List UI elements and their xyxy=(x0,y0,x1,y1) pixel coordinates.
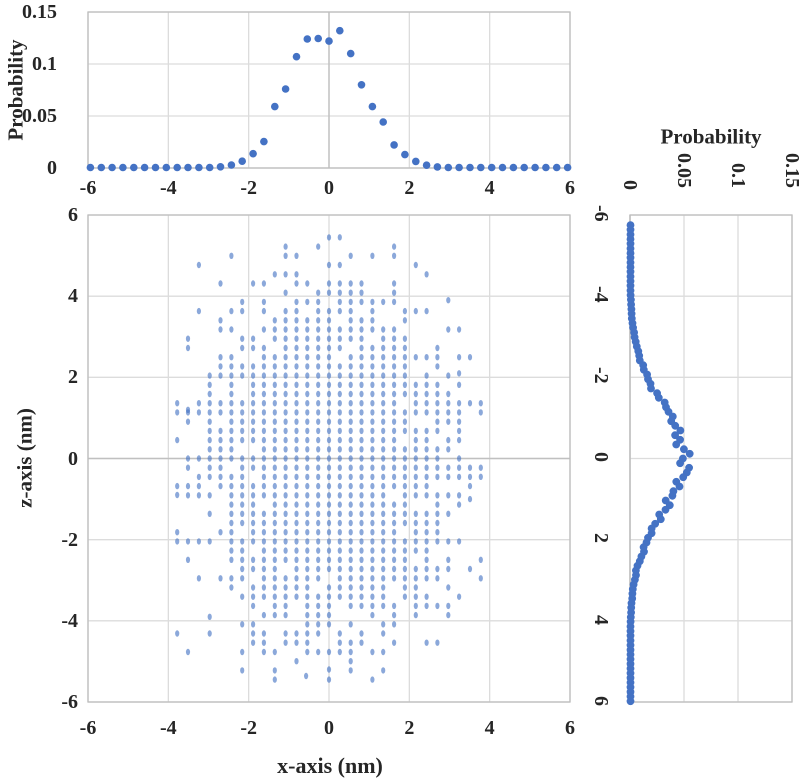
right-histogram-points xyxy=(626,221,694,706)
top-histogram-points xyxy=(86,26,572,172)
top-xtick-0: 0 xyxy=(324,177,334,199)
top-histogram-panel xyxy=(86,11,572,172)
main-xtick--6: -6 xyxy=(79,717,97,739)
main-scatter-panel xyxy=(87,214,571,703)
main-y-axis-title: z-axis (nm) xyxy=(12,408,37,508)
main-xtick-4: 4 xyxy=(484,717,495,739)
top-xtick--2: -2 xyxy=(240,177,257,199)
right-ptick-0: 0 xyxy=(619,179,641,190)
main-ytick-6: 6 xyxy=(68,204,78,226)
main-ytick-0: 0 xyxy=(68,447,78,470)
top-xtick--4: -4 xyxy=(159,177,177,199)
right-histogram-panel xyxy=(626,214,793,706)
top-ytick-0.15: 0.15 xyxy=(22,1,57,23)
top-ytick-0: 0 xyxy=(47,157,57,179)
right-ztick-6: 6 xyxy=(590,695,612,706)
right-ptick-0.1: 0.1 xyxy=(727,163,749,188)
top-xtick-6: 6 xyxy=(565,177,575,199)
main-ytick-2: 2 xyxy=(68,366,78,389)
main-xtick-6: 6 xyxy=(565,717,575,739)
main-x-axis-title: x-axis (nm) xyxy=(277,753,383,778)
main-xtick--4: -4 xyxy=(159,717,177,739)
right-ptick-0.05: 0.05 xyxy=(673,152,695,188)
right-ztick-2: 2 xyxy=(590,533,612,544)
main-ytick--6: -6 xyxy=(61,691,78,713)
xz-scatter-points xyxy=(175,234,483,683)
right-ptick-0.15: 0.15 xyxy=(781,152,800,188)
main-xtick-2: 2 xyxy=(404,717,415,739)
right-probability-title: Probability xyxy=(660,124,762,149)
main-xtick-0: 0 xyxy=(324,717,334,739)
main-ytick--4: -4 xyxy=(61,609,78,632)
right-ztick--6: -6 xyxy=(590,204,612,222)
right-ztick--4: -4 xyxy=(590,285,612,303)
top-ytick-0.05: 0.05 xyxy=(22,105,57,127)
main-xtick--2: -2 xyxy=(240,717,257,739)
top-xtick-4: 4 xyxy=(484,177,495,199)
right-ztick-4: 4 xyxy=(590,614,612,625)
top-xtick-2: 2 xyxy=(404,177,415,199)
right-ztick-0: 0 xyxy=(590,452,612,463)
main-ytick--2: -2 xyxy=(61,528,78,551)
top-ytick-0.1: 0.1 xyxy=(32,53,57,75)
right-ztick--2: -2 xyxy=(590,367,612,384)
main-ytick-4: 4 xyxy=(68,285,78,308)
top-xtick--6: -6 xyxy=(79,177,97,199)
